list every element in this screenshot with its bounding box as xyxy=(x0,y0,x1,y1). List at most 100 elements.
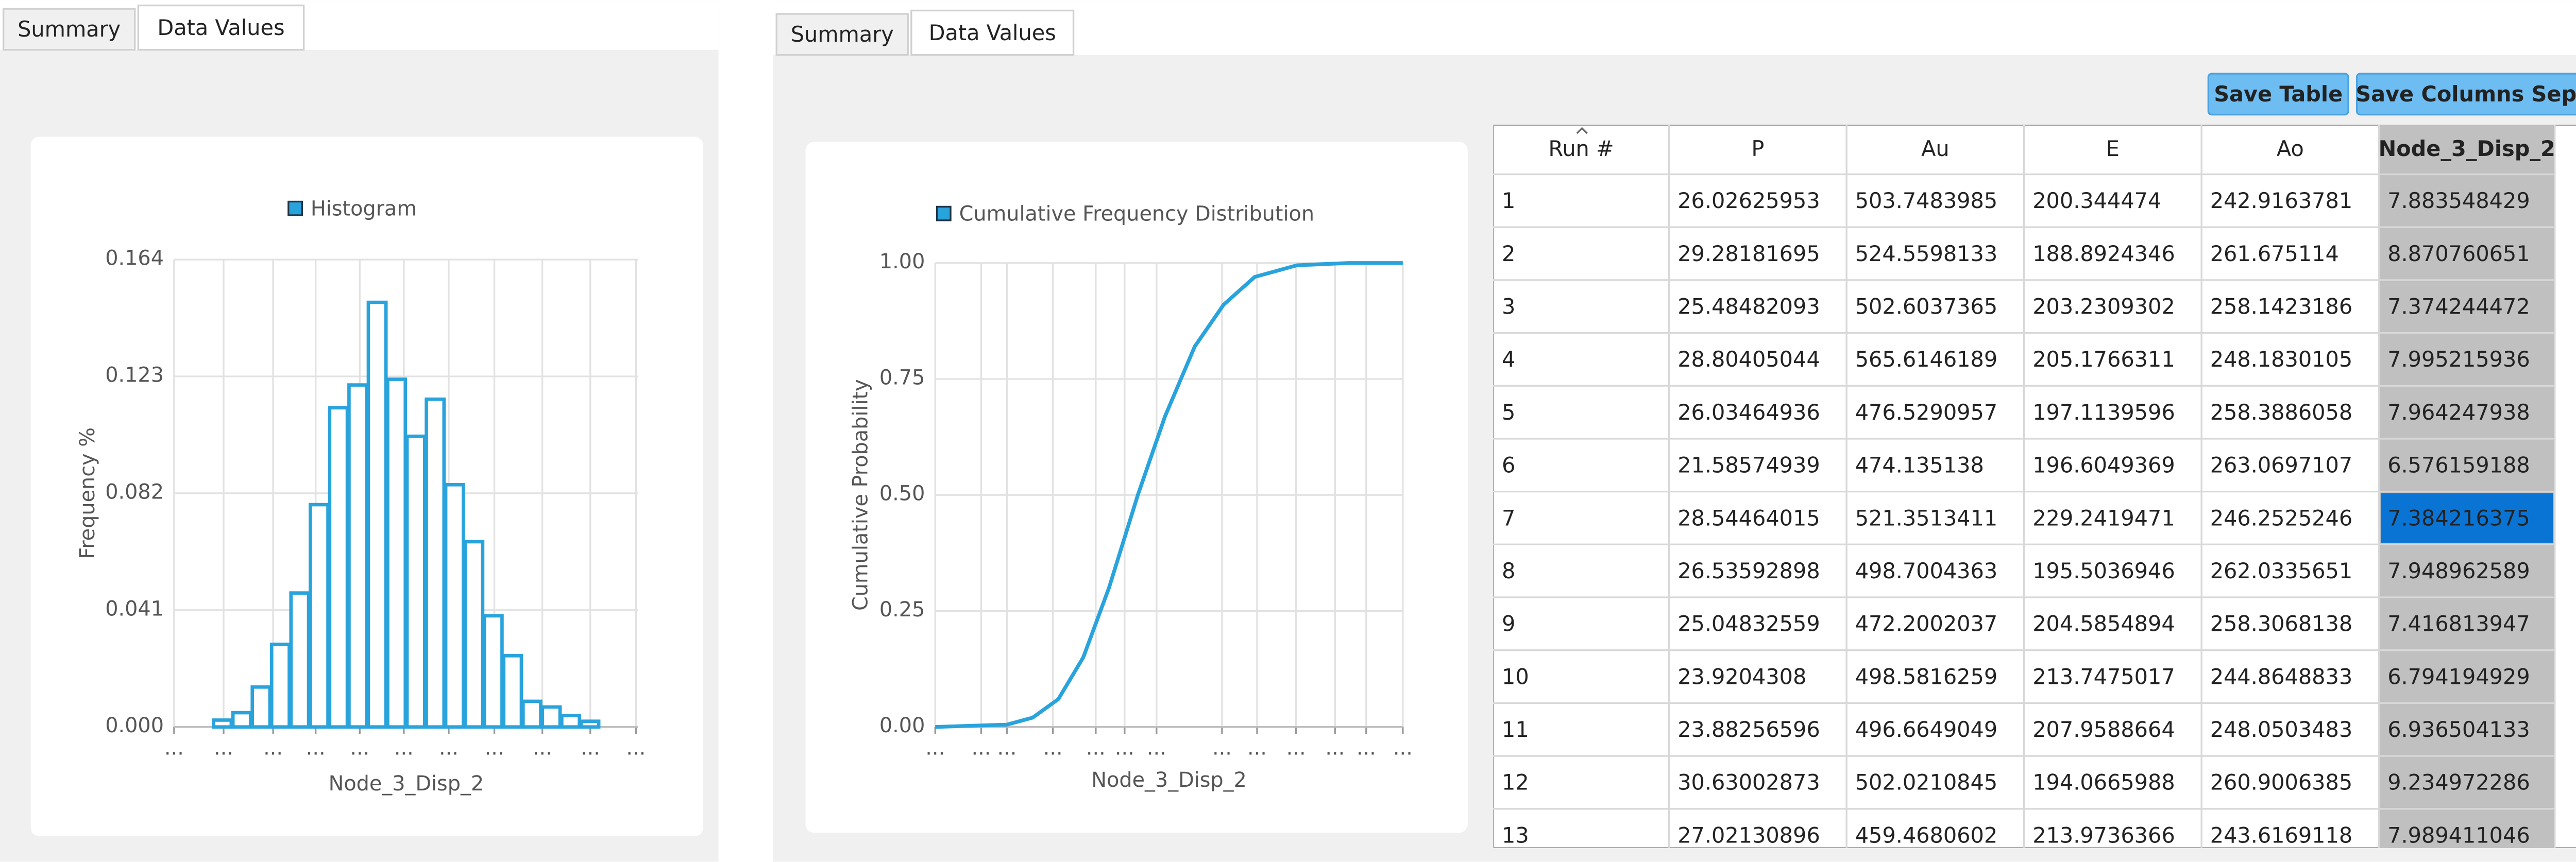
bar xyxy=(250,685,272,729)
cell[interactable]: 8.870760651 xyxy=(2387,242,2530,266)
tab[interactable] xyxy=(775,13,909,56)
cell[interactable]: 7.374244472 xyxy=(2387,295,2530,319)
cell[interactable]: 26.03464936 xyxy=(1677,400,1820,425)
cell[interactable]: 197.1139596 xyxy=(2032,400,2175,425)
cell[interactable]: 9 xyxy=(1502,612,1515,636)
cell[interactable]: 474.135138 xyxy=(1855,453,1984,478)
tab-label[interactable]: Data Values xyxy=(157,15,284,40)
cell[interactable]: 6.936504133 xyxy=(2387,717,2530,742)
column-header[interactable]: Au xyxy=(1921,136,1950,161)
cell[interactable]: 6.576159188 xyxy=(2387,453,2530,478)
cell[interactable]: 203.2309302 xyxy=(2032,295,2175,319)
cell[interactable]: 5 xyxy=(1502,400,1515,425)
tab-label[interactable]: Summary xyxy=(791,22,894,47)
cell[interactable]: 7.995215936 xyxy=(2387,347,2530,372)
cell[interactable]: 459.4680602 xyxy=(1855,823,1998,848)
button[interactable] xyxy=(2355,73,2576,116)
cell[interactable]: 498.7004363 xyxy=(1855,559,1998,583)
cell[interactable]: 7.989411046 xyxy=(2387,823,2530,848)
cell[interactable]: 213.7475017 xyxy=(2032,664,2175,689)
cell[interactable]: 194.0665988 xyxy=(2032,770,2175,795)
cell[interactable]: 7.948962589 xyxy=(2387,559,2530,583)
tab[interactable] xyxy=(2,8,136,51)
cell[interactable]: 29.28181695 xyxy=(1677,242,1820,266)
cell[interactable]: 496.6649049 xyxy=(1855,717,1998,742)
cell[interactable]: 262.0335651 xyxy=(2210,559,2353,583)
cell[interactable]: 7.964247938 xyxy=(2387,400,2530,425)
cell[interactable]: 200.344474 xyxy=(2032,188,2161,213)
cell[interactable]: 207.9588664 xyxy=(2032,717,2175,742)
button[interactable] xyxy=(2207,73,2349,116)
cell[interactable]: 26.02625953 xyxy=(1677,188,1820,213)
cell[interactable]: 263.0697107 xyxy=(2210,453,2353,478)
cell[interactable]: 498.5816259 xyxy=(1855,664,1998,689)
cell[interactable]: 246.2525246 xyxy=(2210,506,2353,530)
cell[interactable]: 258.3886058 xyxy=(2210,400,2353,425)
tab-label[interactable]: Data Values xyxy=(929,21,1056,45)
cell[interactable]: 11 xyxy=(1502,717,1529,742)
cell[interactable]: 6.794194929 xyxy=(2387,664,2530,689)
x-tick-label: ... xyxy=(1147,736,1166,760)
cell[interactable]: 521.3513411 xyxy=(1855,506,1998,530)
cell[interactable]: 8 xyxy=(1502,559,1515,583)
cell[interactable]: 30.63002873 xyxy=(1677,770,1820,795)
button-label[interactable]: Save Columns Separately xyxy=(2355,82,2576,107)
column-header[interactable]: Node_3_Disp_2 xyxy=(2379,136,2555,161)
tab-label[interactable]: Summary xyxy=(18,17,121,42)
selected-cell[interactable] xyxy=(2380,493,2553,543)
tab[interactable] xyxy=(910,9,1075,56)
cell[interactable]: 258.3068138 xyxy=(2210,612,2353,636)
cell[interactable]: 258.1423186 xyxy=(2210,295,2353,319)
cell[interactable]: 213.9736366 xyxy=(2032,823,2175,848)
cell[interactable]: 476.5290957 xyxy=(1855,400,1998,425)
cell[interactable]: 248.0503483 xyxy=(2210,717,2353,742)
cell[interactable]: 229.2419471 xyxy=(2032,506,2175,530)
column-header[interactable]: Ao xyxy=(2277,136,2304,161)
cell[interactable]: 7 xyxy=(1502,506,1515,530)
cell[interactable]: 28.54464015 xyxy=(1677,506,1820,530)
cell[interactable]: 27.02130896 xyxy=(1677,823,1820,848)
cell[interactable]: 25.04832559 xyxy=(1677,612,1820,636)
cell[interactable]: 188.8924346 xyxy=(2032,242,2175,266)
cell[interactable]: 10 xyxy=(1502,664,1529,689)
cell[interactable]: 196.6049369 xyxy=(2032,453,2175,478)
cell[interactable]: 502.0210845 xyxy=(1855,770,1998,795)
cell[interactable]: 4 xyxy=(1502,347,1515,372)
column-header[interactable]: E xyxy=(2106,136,2120,161)
cell[interactable]: 7.384216375 xyxy=(2387,506,2530,530)
cell[interactable]: 1 xyxy=(1502,188,1515,213)
cell[interactable]: 261.675114 xyxy=(2210,242,2339,266)
cell[interactable]: 204.5854894 xyxy=(2032,612,2175,636)
cell[interactable]: 502.6037365 xyxy=(1855,295,1998,319)
cell[interactable]: 26.53592898 xyxy=(1677,559,1820,583)
cell[interactable]: 472.2002037 xyxy=(1855,612,1998,636)
cell[interactable]: 205.1766311 xyxy=(2032,347,2175,372)
cell[interactable]: 21.58574939 xyxy=(1677,453,1820,478)
cell[interactable]: 248.1830105 xyxy=(2210,347,2353,372)
cell[interactable]: 23.88256596 xyxy=(1677,717,1820,742)
cell[interactable]: 23.9204308 xyxy=(1677,664,1806,689)
cell[interactable]: 7.416813947 xyxy=(2387,612,2530,636)
cell[interactable]: 12 xyxy=(1502,770,1529,795)
cell[interactable]: 2 xyxy=(1502,242,1515,266)
cell[interactable]: 28.80405044 xyxy=(1677,347,1820,372)
cell[interactable]: 565.6146189 xyxy=(1855,347,1998,372)
cell[interactable]: 3 xyxy=(1502,295,1515,319)
cell[interactable]: 195.5036946 xyxy=(2032,559,2175,583)
cell[interactable]: 13 xyxy=(1502,823,1529,848)
cell[interactable]: 503.7483985 xyxy=(1855,188,1998,213)
cell[interactable]: 6 xyxy=(1502,453,1515,478)
button-label[interactable]: Save Table xyxy=(2214,82,2343,107)
cell[interactable]: 25.48482093 xyxy=(1677,295,1820,319)
cell[interactable]: 524.5598133 xyxy=(1855,242,1998,266)
cell[interactable]: 243.6169118 xyxy=(2210,823,2353,848)
tab[interactable] xyxy=(137,4,305,51)
column-header[interactable]: Run # xyxy=(1548,136,1614,161)
x-tick-label: ... xyxy=(164,736,184,760)
cell[interactable]: 9.234972286 xyxy=(2387,770,2530,795)
cell[interactable]: 7.883548429 xyxy=(2387,188,2530,213)
cell[interactable]: 260.9006385 xyxy=(2210,770,2353,795)
cell[interactable]: 242.9163781 xyxy=(2210,188,2353,213)
cell[interactable]: 244.8648833 xyxy=(2210,664,2353,689)
column-header[interactable]: P xyxy=(1751,136,1764,161)
